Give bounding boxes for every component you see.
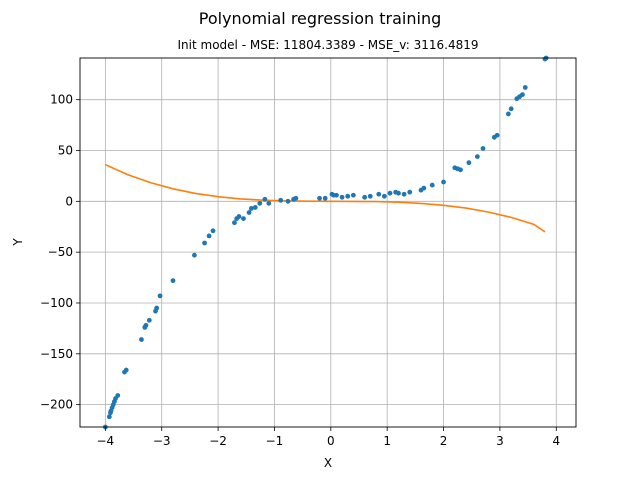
data-point: [322, 195, 328, 201]
data-point: [381, 193, 387, 199]
data-point: [362, 194, 368, 200]
x-tick-label: −4: [97, 434, 115, 448]
data-point: [339, 194, 345, 200]
x-tick-label: −3: [153, 434, 171, 448]
y-tick-label: −200: [40, 398, 73, 412]
y-tick-label: −150: [40, 347, 73, 361]
data-point: [257, 200, 263, 206]
y-tick-label: 50: [58, 144, 73, 158]
data-point: [334, 192, 339, 198]
x-tick-label: −1: [266, 434, 284, 448]
data-point: [241, 216, 246, 222]
chart-subtitle: Init model - MSE: 11804.3389 - MSE_v: 31…: [178, 38, 479, 52]
y-axis-ticks: −200 −150 −100 −50 0 50 100: [40, 93, 80, 412]
axes-frame: [79, 57, 577, 428]
data-point: [146, 317, 152, 323]
model-curve-layer: [105, 163, 546, 233]
data-point: [508, 106, 514, 112]
data-point: [246, 210, 252, 215]
data-point: [317, 195, 322, 201]
data-point: [345, 193, 351, 199]
data-point: [350, 192, 356, 198]
y-tick-label: 100: [50, 93, 73, 107]
x-tick-label: 2: [440, 434, 448, 448]
model-curve: [105, 163, 546, 233]
y-tick-label: 0: [65, 194, 73, 208]
data-point: [421, 185, 427, 191]
data-point: [157, 293, 163, 299]
data-point: [407, 189, 413, 195]
data-point: [202, 240, 207, 246]
data-point: [466, 160, 472, 166]
data-point: [285, 198, 291, 204]
x-axis-label: X: [324, 456, 332, 470]
data-point: [232, 220, 237, 226]
data-point: [115, 393, 121, 398]
data-point: [480, 146, 486, 151]
data-point: [236, 214, 242, 219]
data-point: [154, 305, 160, 311]
y-axis-label: Y: [11, 238, 25, 247]
data-point: [139, 337, 144, 342]
plot-area: [79, 55, 577, 430]
x-tick-label: 1: [383, 434, 391, 448]
data-point: [474, 154, 480, 160]
x-axis-ticks: −4 −3 −2 −1 0 1 2 3 4: [97, 427, 560, 448]
x-tick-label: 3: [496, 434, 504, 448]
data-point: [441, 179, 446, 185]
data-point: [505, 111, 511, 117]
data-point: [192, 252, 197, 258]
data-point: [170, 278, 176, 284]
data-point: [520, 92, 525, 97]
x-tick-label: 0: [327, 434, 335, 448]
y-tick-label: −50: [48, 245, 73, 259]
data-point: [396, 190, 401, 196]
y-tick-label: −100: [40, 296, 73, 310]
data-point: [206, 233, 212, 239]
data-point: [376, 191, 382, 197]
data-point: [494, 132, 500, 138]
data-point: [210, 228, 216, 234]
data-point: [123, 367, 129, 373]
data-point: [429, 182, 435, 188]
data-point: [293, 195, 299, 201]
chart-title: Polynomial regression training: [199, 9, 442, 28]
data-point: [458, 167, 463, 173]
data-point: [248, 206, 254, 211]
data-point: [522, 85, 528, 90]
data-point: [252, 205, 258, 210]
x-tick-label: 4: [552, 434, 560, 448]
data-point: [266, 200, 272, 206]
x-tick-label: −2: [209, 434, 227, 448]
data-point: [387, 190, 393, 196]
data-point: [278, 197, 284, 203]
data-point: [106, 414, 112, 420]
data-point: [401, 191, 407, 197]
data-point: [367, 193, 373, 199]
data-point: [143, 322, 149, 328]
data-point: [262, 196, 268, 202]
